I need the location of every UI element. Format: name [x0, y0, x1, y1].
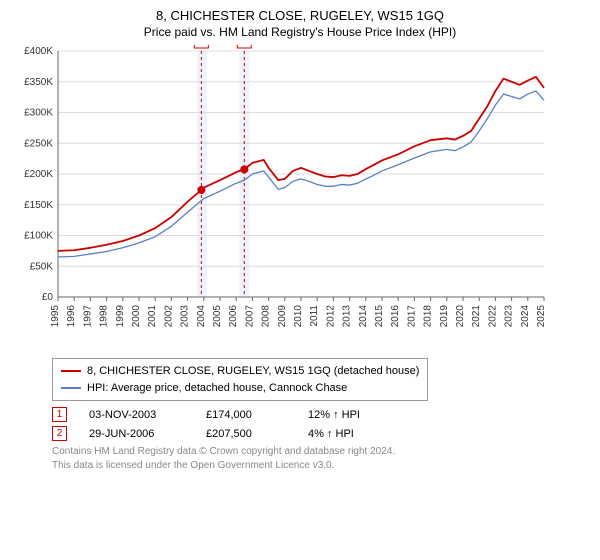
- svg-text:2006: 2006: [228, 305, 239, 328]
- svg-text:1996: 1996: [66, 305, 77, 328]
- svg-text:£100K: £100K: [24, 231, 53, 242]
- marker-badge: 2: [52, 426, 67, 441]
- svg-text:1: 1: [199, 45, 205, 48]
- footer-line-2: This data is licensed under the Open Gov…: [52, 459, 588, 473]
- legend-label: HPI: Average price, detached house, Cann…: [87, 380, 347, 397]
- marker-price: £174,000: [206, 409, 286, 421]
- svg-text:2020: 2020: [455, 305, 466, 328]
- svg-text:2012: 2012: [325, 305, 336, 328]
- svg-text:2019: 2019: [439, 305, 450, 328]
- svg-text:2017: 2017: [406, 305, 417, 328]
- svg-text:2007: 2007: [244, 305, 255, 328]
- svg-text:2023: 2023: [504, 305, 515, 328]
- marker-delta: 12% ↑ HPI: [308, 409, 360, 421]
- svg-text:2025: 2025: [536, 305, 547, 328]
- svg-text:2000: 2000: [131, 305, 142, 328]
- svg-text:2009: 2009: [277, 305, 288, 328]
- svg-text:2003: 2003: [180, 305, 191, 328]
- svg-text:2: 2: [242, 45, 248, 48]
- svg-text:2022: 2022: [487, 305, 498, 328]
- svg-text:2014: 2014: [358, 305, 369, 328]
- marker-badge: 1: [52, 407, 67, 422]
- svg-text:1998: 1998: [99, 305, 110, 328]
- legend-label: 8, CHICHESTER CLOSE, RUGELEY, WS15 1GQ (…: [87, 363, 419, 380]
- legend-swatch: [61, 387, 81, 389]
- svg-text:£50K: £50K: [30, 261, 54, 272]
- svg-text:2002: 2002: [163, 305, 174, 328]
- svg-text:£250K: £250K: [24, 138, 53, 149]
- legend: 8, CHICHESTER CLOSE, RUGELEY, WS15 1GQ (…: [52, 358, 428, 401]
- svg-text:1999: 1999: [115, 305, 126, 328]
- svg-text:£300K: £300K: [24, 108, 53, 119]
- footer-line-1: Contains HM Land Registry data © Crown c…: [52, 445, 588, 459]
- svg-text:2011: 2011: [309, 305, 320, 327]
- svg-text:2018: 2018: [423, 305, 434, 328]
- legend-item: 8, CHICHESTER CLOSE, RUGELEY, WS15 1GQ (…: [61, 363, 419, 380]
- svg-text:2013: 2013: [342, 305, 353, 328]
- page-title: 8, CHICHESTER CLOSE, RUGELEY, WS15 1GQ: [12, 8, 588, 23]
- marker-row: 1 03-NOV-2003 £174,000 12% ↑ HPI: [52, 407, 588, 422]
- price-chart: £0 £50K £100K £150K £200K £250K £300K £350K £400…: [12, 45, 588, 350]
- svg-text:2001: 2001: [147, 305, 158, 328]
- svg-text:2016: 2016: [390, 305, 401, 328]
- page-subtitle: Price paid vs. HM Land Registry's House …: [12, 25, 588, 39]
- svg-text:2010: 2010: [293, 305, 304, 328]
- legend-swatch: [61, 370, 81, 372]
- svg-text:2015: 2015: [374, 305, 385, 328]
- marker-date: 29-JUN-2006: [89, 428, 184, 440]
- svg-text:£150K: £150K: [24, 200, 53, 211]
- svg-text:£350K: £350K: [24, 77, 53, 88]
- svg-text:2021: 2021: [471, 305, 482, 328]
- marker-list: 1 03-NOV-2003 £174,000 12% ↑ HPI 2 29-JUN-200…: [52, 407, 588, 441]
- page: 8, CHICHESTER CLOSE, RUGELEY, WS15 1GQ P…: [0, 0, 600, 480]
- footer: Contains HM Land Registry data © Crown c…: [52, 445, 588, 472]
- marker-delta: 4% ↑ HPI: [308, 428, 354, 440]
- svg-text:2008: 2008: [261, 305, 272, 328]
- svg-text:1997: 1997: [82, 305, 93, 328]
- svg-text:£400K: £400K: [24, 46, 53, 57]
- svg-text:2004: 2004: [196, 305, 207, 328]
- marker-price: £207,500: [206, 428, 286, 440]
- marker-date: 03-NOV-2003: [89, 409, 184, 421]
- marker-row: 2 29-JUN-2006 £207,500 4% ↑ HPI: [52, 426, 588, 441]
- svg-text:2005: 2005: [212, 305, 223, 328]
- legend-item: HPI: Average price, detached house, Cann…: [61, 380, 419, 397]
- svg-text:1995: 1995: [50, 305, 61, 328]
- svg-text:2024: 2024: [520, 305, 531, 328]
- svg-text:£200K: £200K: [24, 169, 53, 180]
- svg-text:£0: £0: [42, 292, 54, 303]
- chart-svg: £0 £50K £100K £150K £200K £250K £300K £350K £400…: [12, 45, 552, 345]
